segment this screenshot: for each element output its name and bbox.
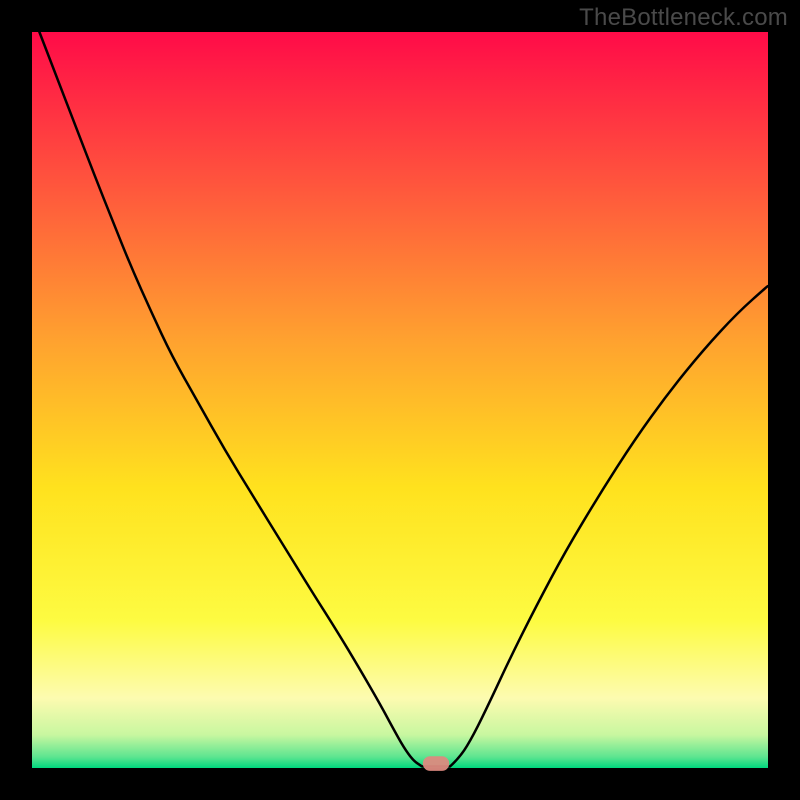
chart-plot-area [32, 32, 768, 768]
optimum-marker [423, 756, 450, 771]
chart-stage: TheBottleneck.com [0, 0, 800, 800]
watermark-text: TheBottleneck.com [579, 4, 788, 32]
bottleneck-curve-chart [0, 0, 800, 800]
